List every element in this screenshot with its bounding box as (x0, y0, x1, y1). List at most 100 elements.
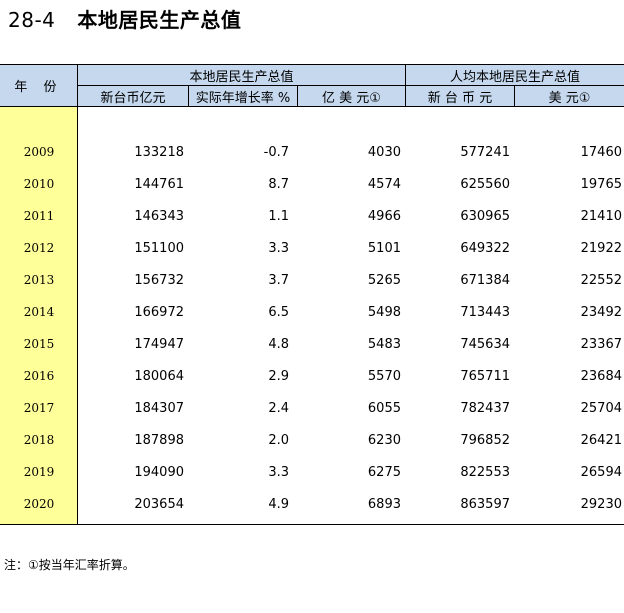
year-cell: 2017 (23, 401, 55, 415)
table-row: 203654 4.9 6893 863597 29230 (78, 494, 624, 514)
cell-ntd-100m: 156732 (134, 272, 184, 288)
cell-pc-usd: 19765 (580, 176, 622, 192)
cell-growth: -0.7 (263, 144, 289, 160)
cell-usd-100m: 4030 (367, 144, 401, 160)
cell-usd-100m: 6893 (367, 496, 401, 512)
cell-ntd-100m: 174947 (134, 336, 184, 352)
cell-usd-100m: 5483 (367, 336, 401, 352)
cell-growth: 2.0 (268, 432, 289, 448)
table-row: 180064 2.9 5570 765711 23684 (78, 366, 624, 386)
table-row: 144761 8.7 4574 625560 19765 (78, 174, 624, 194)
table-row: 187898 2.0 6230 796852 26421 (78, 430, 624, 450)
cell-usd-100m: 4574 (367, 176, 401, 192)
table-header: 年 份 本地居民生产总值 人均本地居民生产总值 新台币亿元 实际年增长率 % 亿… (0, 65, 624, 107)
cell-pc-usd: 23492 (580, 304, 622, 320)
year-column-header: 年 份 (0, 65, 78, 106)
cell-usd-100m: 6275 (367, 464, 401, 480)
cell-pc-ntd: 782437 (460, 400, 510, 416)
cell-growth: 4.9 (268, 496, 289, 512)
cell-pc-ntd: 625560 (460, 176, 510, 192)
table-body: 2009 2010 2011 2012 2013 2014 2015 2016 2017 2018… (0, 107, 624, 524)
cell-growth: 6.5 (268, 304, 289, 320)
year-cell: 2014 (23, 305, 55, 319)
cell-usd-100m: 5265 (367, 272, 401, 288)
col-header-usd-100m: 亿 美 元① (297, 86, 405, 106)
table-row: 194090 3.3 6275 822553 26594 (78, 462, 624, 482)
cell-growth: 8.7 (268, 176, 289, 192)
cell-pc-ntd: 765711 (460, 368, 510, 384)
table-row: 174947 4.8 5483 745634 23367 (78, 334, 624, 354)
cell-pc-usd: 21410 (580, 208, 622, 224)
cell-growth: 3.3 (268, 464, 289, 480)
cell-pc-usd: 17460 (580, 144, 622, 160)
year-cell: 2010 (23, 177, 55, 191)
cell-ntd-100m: 187898 (134, 432, 184, 448)
year-cell: 2013 (23, 273, 55, 287)
cell-growth: 2.9 (268, 368, 289, 384)
cell-usd-100m: 5498 (367, 304, 401, 320)
cell-pc-usd: 23367 (580, 336, 622, 352)
cell-growth: 2.4 (268, 400, 289, 416)
year-cell: 2009 (23, 145, 55, 159)
cell-pc-ntd: 745634 (460, 336, 510, 352)
cell-pc-ntd: 713443 (460, 304, 510, 320)
cell-ntd-100m: 144761 (134, 176, 184, 192)
year-cell: 2018 (23, 433, 55, 447)
table-row: 146343 1.1 4966 630965 21410 (78, 206, 624, 226)
cell-pc-ntd: 577241 (460, 144, 510, 160)
cell-usd-100m: 5570 (367, 368, 401, 384)
cell-pc-usd: 22552 (580, 272, 622, 288)
group-header-per-capita: 人均本地居民生产总值 (405, 65, 624, 85)
cell-growth: 1.1 (268, 208, 289, 224)
table-row: 151100 3.3 5101 649322 21922 (78, 238, 624, 258)
table-number: 28-4 (8, 8, 56, 32)
year-cell: 2011 (23, 209, 55, 223)
year-cell: 2012 (23, 241, 55, 255)
cell-ntd-100m: 133218 (134, 144, 184, 160)
col-header-ntd-100m: 新台币亿元 (100, 90, 166, 106)
cell-usd-100m: 4966 (367, 208, 401, 224)
cell-usd-100m: 6230 (367, 432, 401, 448)
table-title: 本地居民生产总值 (77, 8, 242, 32)
table-row: 166972 6.5 5498 713443 23492 (78, 302, 624, 322)
cell-pc-ntd: 649322 (460, 240, 510, 256)
cell-pc-ntd: 863597 (460, 496, 510, 512)
cell-pc-ntd: 822553 (460, 464, 510, 480)
cell-pc-usd: 26594 (580, 464, 622, 480)
cell-ntd-100m: 151100 (134, 240, 184, 256)
year-cell: 2015 (23, 337, 55, 351)
cell-pc-usd: 25704 (580, 400, 622, 416)
cell-ntd-100m: 166972 (134, 304, 184, 320)
year-cell: 2020 (23, 497, 55, 511)
col-header-pc-ntd: 新 台 币 元 (405, 86, 514, 106)
cell-usd-100m: 5101 (367, 240, 401, 256)
group-header-gdp: 本地居民生产总值 (189, 69, 294, 85)
col-header-growth: 实际年增长率 % (188, 86, 297, 106)
page-title: 28-4 本地居民生产总值 (8, 4, 241, 32)
gdp-table: 年 份 本地居民生产总值 人均本地居民生产总值 新台币亿元 实际年增长率 % 亿… (0, 64, 624, 525)
year-column: 2009 2010 2011 2012 2013 2014 2015 2016 2017 2018… (0, 107, 78, 524)
cell-usd-100m: 6055 (367, 400, 401, 416)
cell-pc-ntd: 671384 (460, 272, 510, 288)
footnote: 注：①按当年汇率折算。 (4, 558, 135, 572)
year-cell: 2019 (23, 465, 55, 479)
cell-growth: 3.7 (268, 272, 289, 288)
cell-pc-ntd: 796852 (460, 432, 510, 448)
col-header-pc-usd: 美 元① (514, 86, 624, 106)
cell-pc-usd: 29230 (580, 496, 622, 512)
year-cell: 2016 (23, 369, 55, 383)
table-row: 156732 3.7 5265 671384 22552 (78, 270, 624, 290)
table-row: 184307 2.4 6055 782437 25704 (78, 398, 624, 418)
cell-pc-usd: 26421 (580, 432, 622, 448)
cell-ntd-100m: 146343 (134, 208, 184, 224)
cell-pc-usd: 23684 (580, 368, 622, 384)
cell-ntd-100m: 180064 (134, 368, 184, 384)
data-columns: 133218 -0.7 4030 577241 17460 144761 8.7 4574 62… (78, 107, 624, 524)
cell-growth: 3.3 (268, 240, 289, 256)
cell-pc-ntd: 630965 (460, 208, 510, 224)
cell-ntd-100m: 194090 (134, 464, 184, 480)
cell-growth: 4.8 (268, 336, 289, 352)
cell-pc-usd: 21922 (580, 240, 622, 256)
cell-ntd-100m: 203654 (134, 496, 184, 512)
cell-ntd-100m: 184307 (134, 400, 184, 416)
